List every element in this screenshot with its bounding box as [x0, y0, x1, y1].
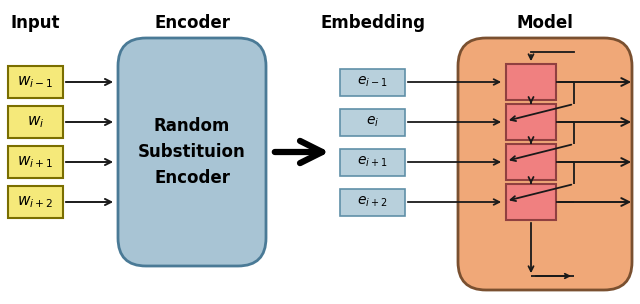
- Bar: [506, 64, 556, 100]
- Bar: [8, 186, 63, 218]
- Text: $w_i$: $w_i$: [27, 114, 44, 130]
- FancyBboxPatch shape: [458, 38, 632, 290]
- Text: $w_{i-1}$: $w_{i-1}$: [17, 74, 54, 90]
- Text: Random
Substituion
Encoder: Random Substituion Encoder: [138, 117, 246, 187]
- Text: $e_{i+1}$: $e_{i+1}$: [357, 155, 388, 169]
- Bar: [8, 106, 63, 138]
- Bar: [340, 109, 405, 136]
- Text: $e_i$: $e_i$: [366, 115, 379, 129]
- Bar: [8, 66, 63, 98]
- Text: Model: Model: [516, 14, 573, 32]
- Bar: [506, 104, 556, 140]
- Text: $e_{i+2}$: $e_{i+2}$: [357, 195, 388, 209]
- Text: Input: Input: [10, 14, 60, 32]
- Bar: [506, 144, 556, 180]
- Text: Encoder: Encoder: [154, 14, 230, 32]
- Text: $e_{i-1}$: $e_{i-1}$: [357, 75, 388, 89]
- Bar: [340, 188, 405, 216]
- Bar: [340, 68, 405, 95]
- Bar: [340, 148, 405, 175]
- Text: $w_{i+1}$: $w_{i+1}$: [17, 154, 54, 170]
- Bar: [506, 184, 556, 220]
- Text: $w_{i+2}$: $w_{i+2}$: [17, 194, 54, 210]
- FancyBboxPatch shape: [118, 38, 266, 266]
- Bar: [8, 146, 63, 178]
- Text: Embedding: Embedding: [321, 14, 426, 32]
